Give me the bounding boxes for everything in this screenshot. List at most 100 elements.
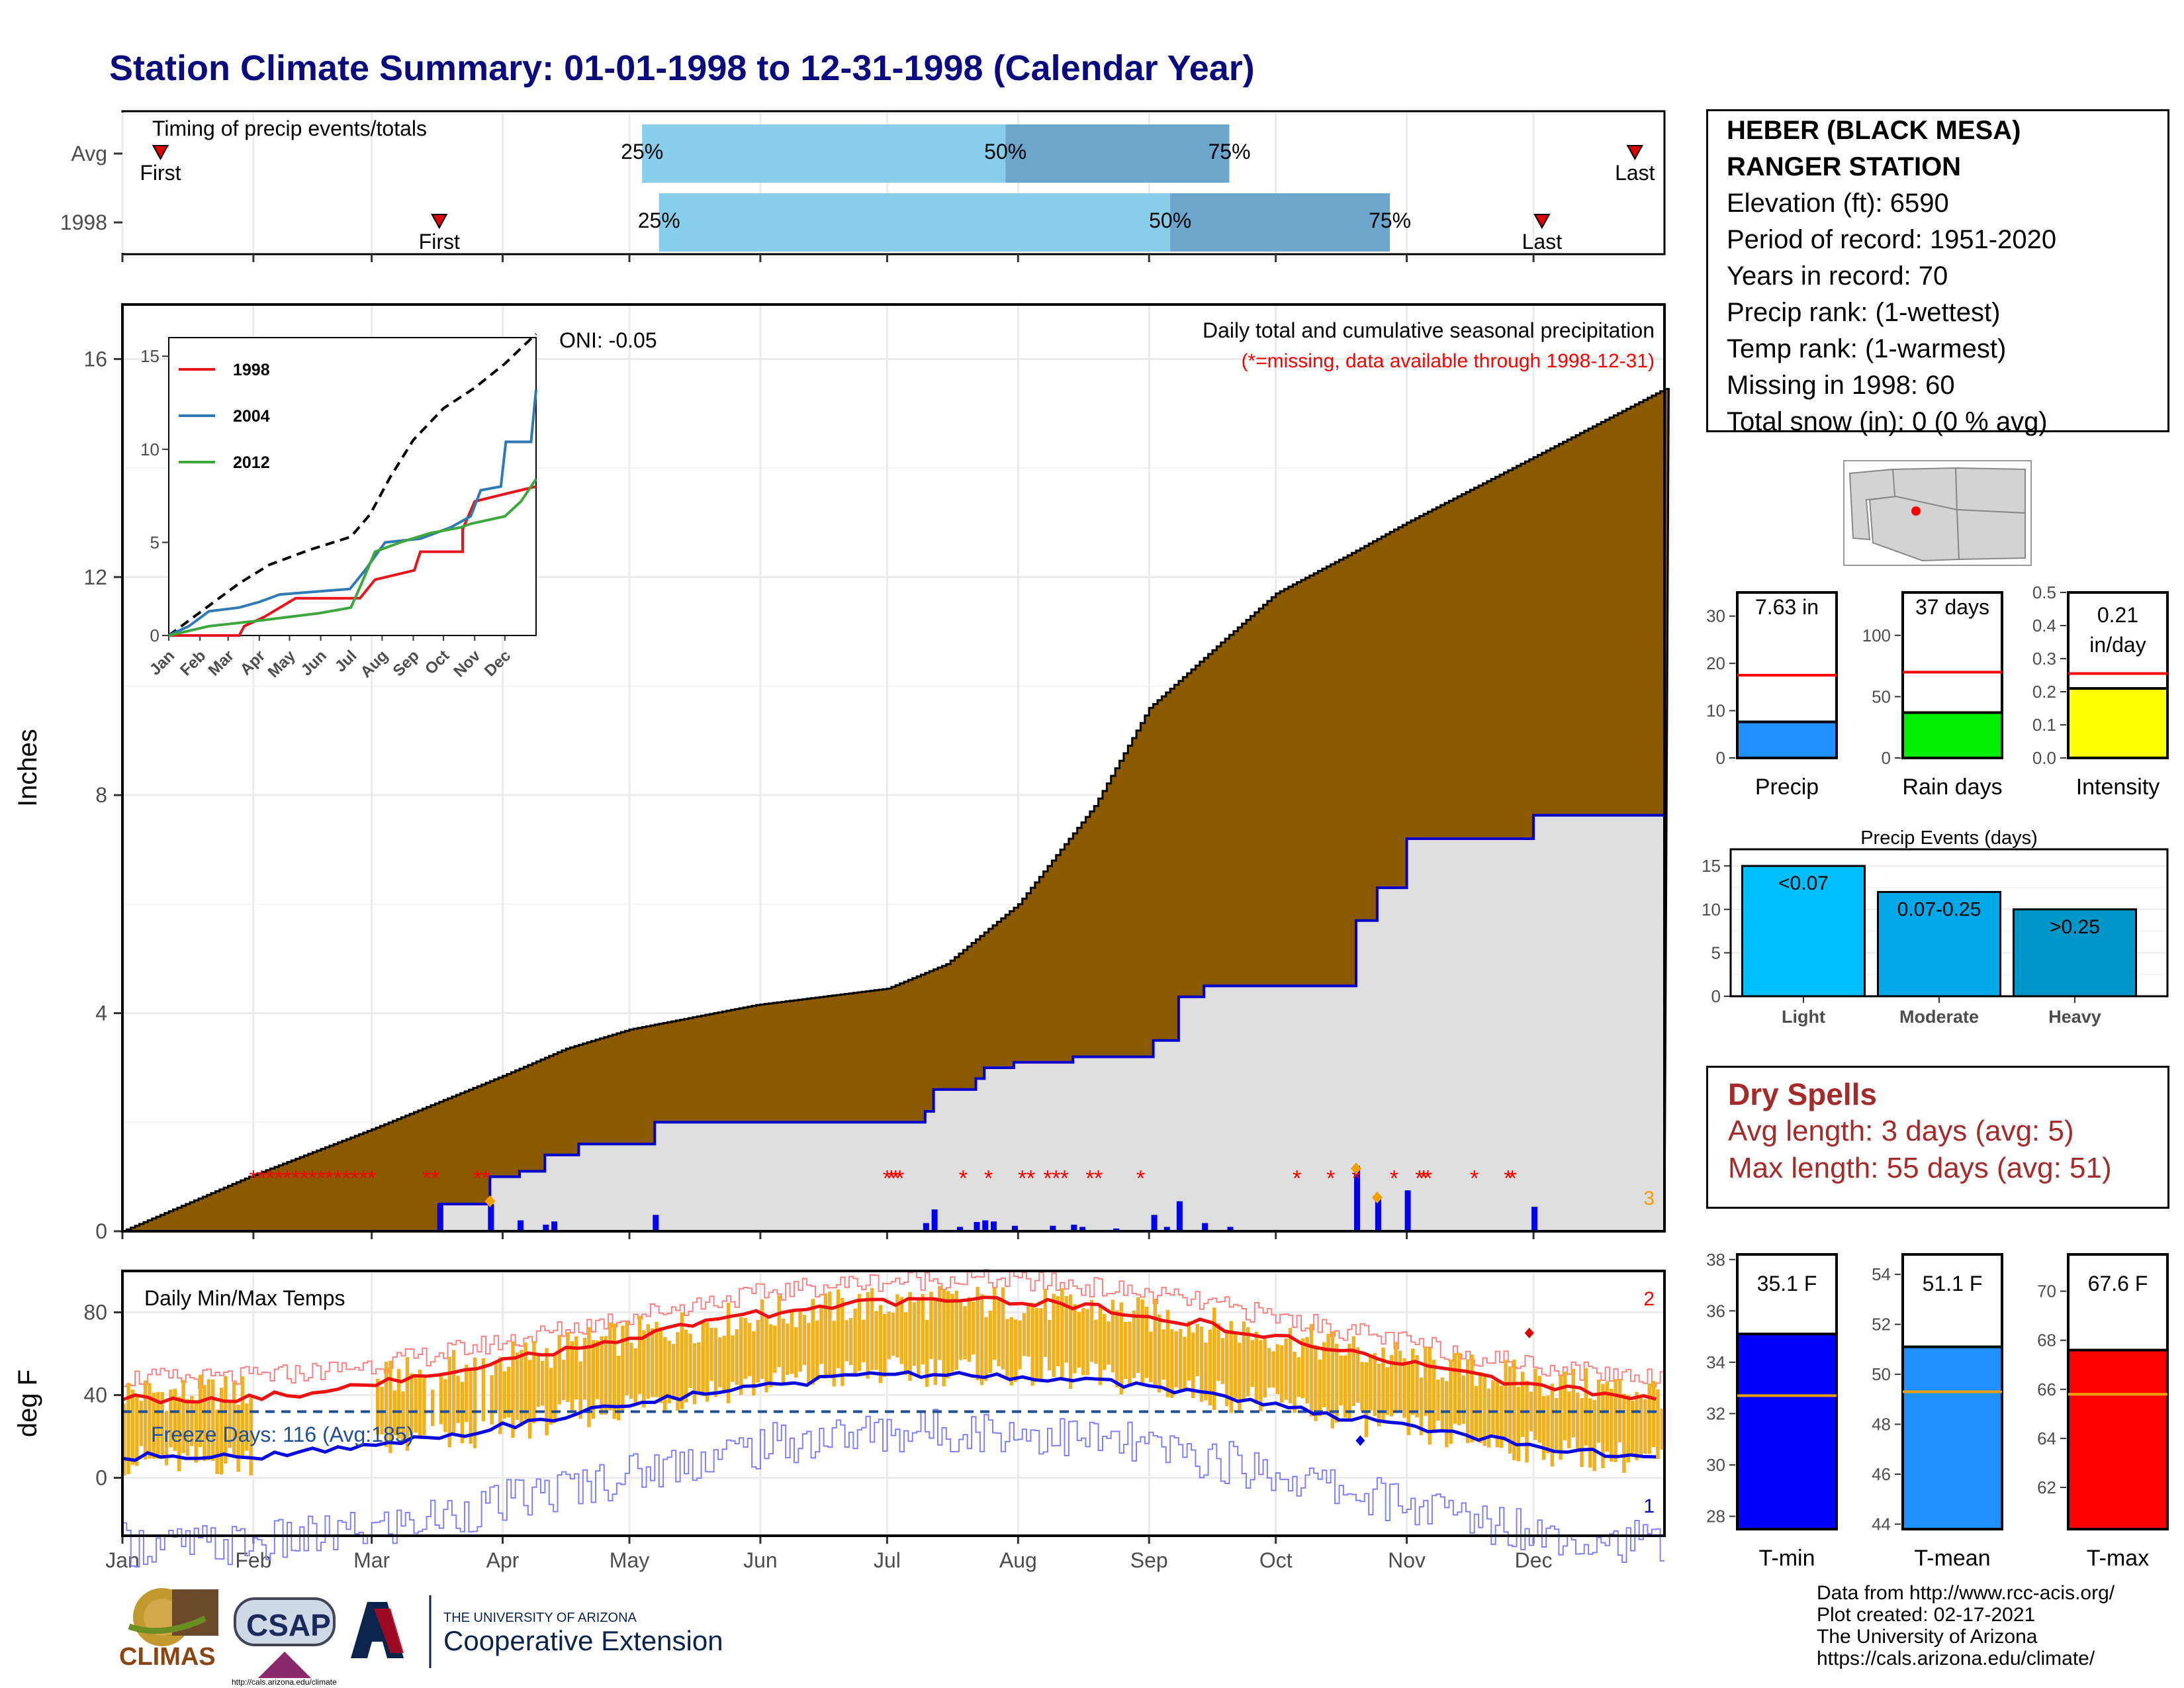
- daily-temp-bar: [798, 1309, 802, 1372]
- daily-temp-bar: [1601, 1383, 1605, 1468]
- daily-temp-bar: [240, 1376, 245, 1459]
- daily-temp-bar: [676, 1332, 680, 1411]
- tbar-ytick-label: 30: [1706, 1455, 1725, 1475]
- daily-temp-bar: [511, 1341, 515, 1438]
- stat-value-label: 0.21: [2097, 603, 2138, 627]
- daily-temp-bar: [938, 1286, 942, 1360]
- credit-date: Plot created: 02-17-2021: [1817, 1604, 2036, 1626]
- daily-temp-bar: [194, 1403, 198, 1463]
- events-bar-label: >0.25: [2050, 916, 2100, 938]
- stat-ytick-label: 0.0: [2032, 748, 2056, 768]
- daily-temp-bar: [532, 1340, 536, 1424]
- daily-temp-bar: [490, 1375, 494, 1425]
- daily-temp-bar: [126, 1383, 130, 1475]
- daily-temp-bar: [616, 1355, 621, 1421]
- daily-temp-bar: [764, 1316, 768, 1393]
- daily-temp-bar: [1592, 1400, 1596, 1472]
- missing-marker: *: [422, 1166, 431, 1192]
- daily-temp-bar: [1512, 1359, 1516, 1460]
- temp-bar-t-max: [2067, 1348, 2169, 1530]
- tbar-name: T-min: [1759, 1546, 1815, 1571]
- daily-temp-bar: [152, 1392, 156, 1459]
- dry-spells-avg: Avg length: 3 days (avg: 5): [1728, 1115, 2074, 1147]
- daily-temp-bar: [756, 1320, 760, 1383]
- events-bar-label: 0.07-0.25: [1897, 899, 1981, 921]
- daily-temp-bar: [811, 1299, 815, 1385]
- daily-precip-bar: [1227, 1227, 1234, 1231]
- daily-temp-bar: [786, 1323, 790, 1375]
- daily-temp-bar: [1525, 1380, 1529, 1463]
- timing-bar-25-50: [642, 124, 1006, 183]
- station-name-line2: RANGER STATION: [1727, 152, 1962, 181]
- daily-temp-bar: [527, 1360, 532, 1439]
- stat-bar-precip: [1736, 720, 1838, 759]
- timing-p50-label: 50%: [1149, 209, 1191, 232]
- month-label: Jun: [743, 1548, 778, 1572]
- stat-value-label: 7.63 in: [1755, 595, 1819, 619]
- daily-temp-bar: [1584, 1368, 1588, 1446]
- daily-temp-bar: [1263, 1336, 1267, 1397]
- stat-bar-name: Precip: [1755, 774, 1819, 800]
- daily-temp-bar: [633, 1348, 637, 1403]
- daily-temp-bar: [1107, 1321, 1111, 1365]
- precip-ytick-label: 0: [95, 1219, 107, 1243]
- daily-precip-bar: [1202, 1223, 1208, 1231]
- daily-temp-bar: [1343, 1355, 1347, 1418]
- missing-marker: *: [1060, 1166, 1069, 1192]
- missing-marker: *: [431, 1166, 439, 1192]
- daily-temp-bar: [1195, 1324, 1199, 1377]
- daily-temp-bar: [752, 1331, 756, 1396]
- daily-temp-bar: [1504, 1360, 1508, 1440]
- daily-temp-bar: [1242, 1321, 1246, 1401]
- daily-temp-bar: [1212, 1307, 1216, 1410]
- stat-frame: [1901, 591, 2003, 759]
- daily-precip-bar: [1113, 1228, 1120, 1231]
- record-high-marker: [1524, 1327, 1534, 1338]
- daily-temp-bar: [451, 1350, 456, 1433]
- temp-ytick-label: 40: [83, 1383, 107, 1407]
- daily-temp-bar: [1516, 1386, 1521, 1462]
- daily-temp-bar: [1571, 1369, 1575, 1438]
- daily-temp-bar: [1546, 1395, 1550, 1454]
- tbar-ytick-label: 50: [1872, 1364, 1891, 1384]
- daily-temp-bar: [828, 1291, 832, 1378]
- stat-ytick-label: 0.5: [2032, 583, 2056, 602]
- daily-temp-bar: [667, 1340, 671, 1404]
- daily-precip-bar: [488, 1203, 494, 1231]
- csap-url: http://cals.arizona.edu/climate: [232, 1677, 337, 1687]
- daily-temp-bar: [629, 1342, 633, 1399]
- daily-temp-bar: [1580, 1398, 1584, 1468]
- month-label: Aug: [999, 1548, 1037, 1572]
- stat-ytick-label: 0.1: [2032, 715, 2056, 735]
- inset-ytick-label: 0: [150, 626, 159, 645]
- daily-temp-bar: [841, 1297, 844, 1386]
- inset-ytick-label: 10: [140, 440, 159, 459]
- events-ytick-label: 10: [1702, 900, 1721, 919]
- inset-ytick-label: 15: [140, 346, 159, 366]
- daily-precip-bar: [991, 1221, 997, 1231]
- missing-marker: *: [883, 1166, 891, 1192]
- daily-temp-bar: [1204, 1342, 1208, 1401]
- daily-temp-bar: [650, 1328, 655, 1397]
- events-category-label: Light: [1782, 1007, 1825, 1027]
- daily-temp-bar: [794, 1327, 798, 1378]
- missing-marker: *: [895, 1166, 904, 1192]
- daily-temp-bar: [190, 1395, 194, 1446]
- daily-temp-bar: [224, 1376, 228, 1464]
- daily-temp-bar: [1563, 1372, 1567, 1440]
- daily-temp-bar: [1369, 1354, 1373, 1411]
- ua-logo: THE UNIVERSITY OF ARIZONA Cooperative Ex…: [351, 1595, 723, 1668]
- climas-logo: CLIMAS: [119, 1588, 218, 1671]
- daily-temp-bar: [143, 1380, 148, 1460]
- daily-temp-bar: [439, 1376, 443, 1425]
- temp-corner-bottom: 1: [1643, 1495, 1655, 1517]
- daily-temp-bar: [946, 1291, 950, 1379]
- daily-temp-bar: [198, 1374, 203, 1448]
- station-missing: Missing in 1998: 60: [1727, 371, 1955, 400]
- daily-temp-bar: [1077, 1311, 1081, 1368]
- daily-temp-bar: [1183, 1336, 1187, 1391]
- timing-p25-label: 25%: [638, 209, 680, 232]
- daily-temp-bar: [979, 1294, 984, 1385]
- missing-marker: *: [891, 1166, 900, 1192]
- daily-precip-bar: [1176, 1201, 1183, 1231]
